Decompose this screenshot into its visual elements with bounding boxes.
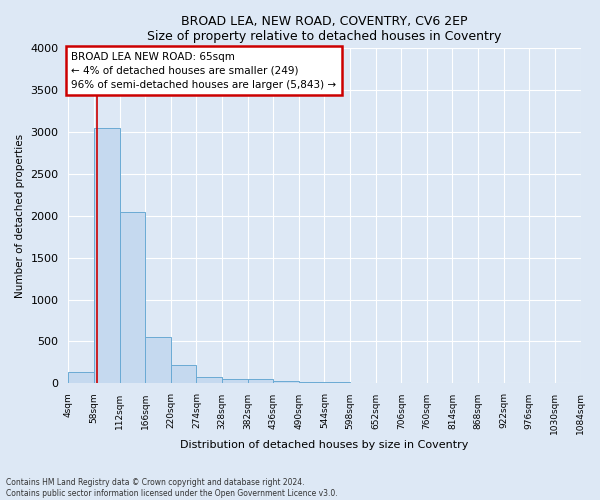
Bar bbox=[196, 376, 222, 384]
Bar bbox=[222, 378, 248, 384]
Bar bbox=[145, 337, 171, 384]
Bar bbox=[171, 365, 196, 384]
Bar bbox=[325, 382, 350, 384]
Bar bbox=[299, 382, 325, 384]
Bar bbox=[248, 379, 273, 384]
Bar bbox=[350, 382, 376, 384]
Bar bbox=[68, 372, 94, 384]
Y-axis label: Number of detached properties: Number of detached properties bbox=[15, 134, 25, 298]
Text: Contains HM Land Registry data © Crown copyright and database right 2024.
Contai: Contains HM Land Registry data © Crown c… bbox=[6, 478, 338, 498]
Text: BROAD LEA NEW ROAD: 65sqm
← 4% of detached houses are smaller (249)
96% of semi-: BROAD LEA NEW ROAD: 65sqm ← 4% of detach… bbox=[71, 52, 337, 90]
Bar bbox=[94, 128, 119, 384]
Title: BROAD LEA, NEW ROAD, COVENTRY, CV6 2EP
Size of property relative to detached hou: BROAD LEA, NEW ROAD, COVENTRY, CV6 2EP S… bbox=[147, 15, 502, 43]
Bar bbox=[273, 381, 299, 384]
Bar bbox=[119, 212, 145, 384]
X-axis label: Distribution of detached houses by size in Coventry: Distribution of detached houses by size … bbox=[180, 440, 469, 450]
